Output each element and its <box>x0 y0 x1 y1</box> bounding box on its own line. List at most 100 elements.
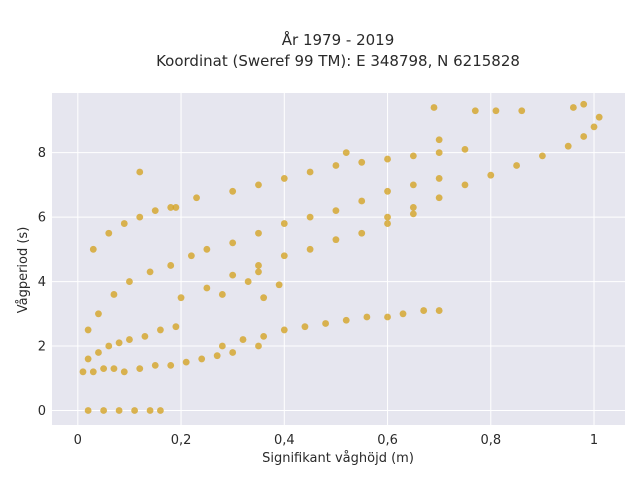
data-point <box>409 204 417 211</box>
data-point <box>409 181 417 189</box>
data-point <box>306 168 314 176</box>
data-point <box>198 355 206 363</box>
data-point <box>332 236 340 244</box>
data-point <box>79 368 87 376</box>
data-point <box>342 316 350 324</box>
data-point <box>203 245 211 253</box>
data-point <box>172 204 180 211</box>
data-point <box>590 123 598 131</box>
data-point <box>358 229 366 237</box>
x-tick-label: 0,2 <box>171 433 192 448</box>
data-point <box>157 326 164 334</box>
data-point <box>306 213 314 221</box>
data-point <box>136 365 144 372</box>
data-point <box>95 310 102 318</box>
data-point <box>131 407 138 414</box>
data-point <box>435 194 443 202</box>
chart-title: År 1979 - 2019 <box>282 30 395 49</box>
data-point <box>435 175 443 182</box>
data-point <box>280 326 288 334</box>
data-point <box>229 271 237 279</box>
y-tick-label: 6 <box>38 211 46 226</box>
data-point <box>136 213 144 221</box>
data-point <box>487 171 495 179</box>
data-point <box>255 342 262 350</box>
data-points <box>79 100 603 414</box>
data-point <box>342 149 350 157</box>
x-tick-label: 0,6 <box>377 433 398 448</box>
data-point <box>492 107 500 115</box>
data-point <box>157 407 164 414</box>
data-point <box>435 149 443 157</box>
data-point <box>172 323 180 331</box>
data-point <box>105 229 113 237</box>
data-point <box>580 100 588 108</box>
data-point <box>89 368 97 376</box>
data-point <box>239 336 247 343</box>
data-point <box>89 245 97 253</box>
data-point <box>471 107 479 115</box>
data-point <box>461 146 469 153</box>
data-point <box>218 342 226 350</box>
data-point <box>399 310 407 318</box>
data-point <box>539 152 546 160</box>
y-axis-label: Vågperiod (s) <box>16 227 31 314</box>
tick-labels: 0 0,2 0,4 0,6 0,8 1 0 2 4 6 8 <box>38 146 598 448</box>
data-point <box>136 168 144 176</box>
data-point <box>187 252 195 260</box>
data-point <box>384 187 391 195</box>
data-point <box>332 162 340 169</box>
data-point <box>146 407 154 414</box>
data-point <box>141 332 149 340</box>
data-point <box>322 320 329 327</box>
data-point <box>564 142 572 150</box>
data-point <box>115 407 123 414</box>
data-point <box>358 158 366 166</box>
data-point <box>306 245 314 253</box>
data-point <box>255 229 262 237</box>
data-point <box>120 220 128 227</box>
data-point <box>100 407 108 414</box>
data-point <box>255 268 262 276</box>
data-point <box>105 342 113 350</box>
data-point <box>513 162 520 169</box>
data-point <box>280 252 288 260</box>
data-point <box>430 104 438 111</box>
x-axis-label: Signifikant våghöjd (m) <box>262 451 414 466</box>
data-point <box>280 220 288 227</box>
y-tick-label: 0 <box>38 404 46 419</box>
data-point <box>569 104 577 111</box>
data-point <box>435 307 443 314</box>
data-point <box>275 281 283 289</box>
data-point <box>167 262 175 269</box>
data-point <box>229 349 237 356</box>
y-tick-label: 8 <box>38 146 46 161</box>
data-point <box>110 365 118 372</box>
data-point <box>358 197 366 205</box>
data-point <box>110 291 118 298</box>
data-point <box>461 181 469 189</box>
data-point <box>84 407 92 414</box>
data-point <box>84 355 92 363</box>
data-point <box>193 194 200 202</box>
data-point <box>95 349 102 356</box>
data-point <box>435 136 443 144</box>
plot-area <box>52 93 625 425</box>
data-point <box>167 204 175 211</box>
data-point <box>518 107 526 115</box>
data-point <box>409 152 417 160</box>
data-point <box>100 365 108 372</box>
data-point <box>244 278 252 285</box>
x-tick-label: 0,8 <box>480 433 501 448</box>
data-point <box>384 155 391 163</box>
data-point <box>84 326 92 334</box>
x-tick-label: 0,4 <box>274 433 295 448</box>
data-point <box>203 284 211 292</box>
data-point <box>301 323 309 331</box>
y-tick-label: 2 <box>38 340 46 355</box>
data-point <box>255 262 262 269</box>
data-point <box>384 213 391 221</box>
x-tick-label: 1 <box>590 433 598 448</box>
x-tick-label: 0 <box>74 433 82 448</box>
